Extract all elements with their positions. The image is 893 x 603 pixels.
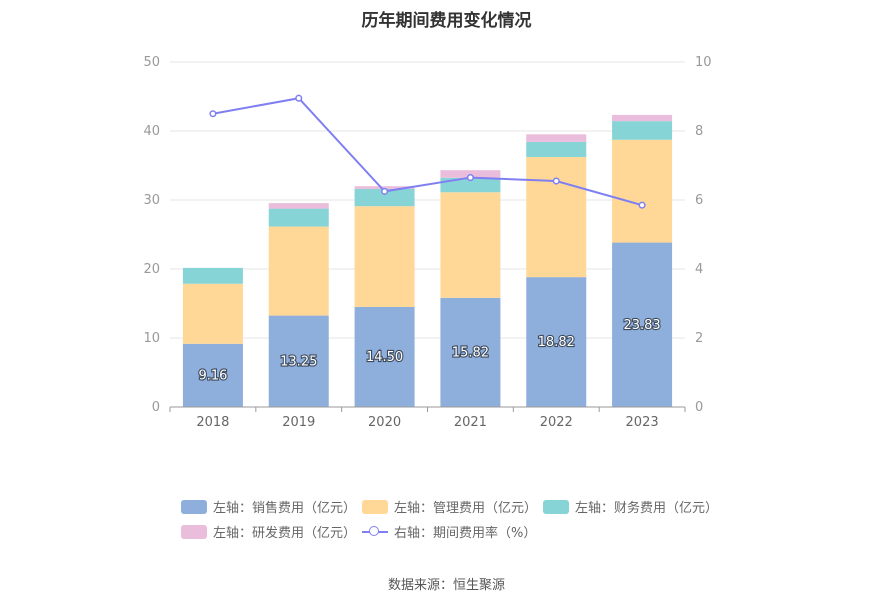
bar-sales xyxy=(182,343,243,407)
y-left-tick-label: 40 xyxy=(143,124,160,139)
y-left-tick-label: 20 xyxy=(143,262,160,277)
bar-finance xyxy=(268,208,329,227)
bar-rnd xyxy=(440,170,501,178)
rate-point xyxy=(552,177,560,185)
data-label: 13.25 xyxy=(280,354,317,369)
bar-admin xyxy=(268,226,329,316)
rate-line xyxy=(212,97,643,207)
bar-finance xyxy=(182,267,243,284)
bar-sales xyxy=(268,315,329,407)
bar-sales xyxy=(354,306,415,407)
bar-finance xyxy=(612,121,673,140)
y-left-tick-label: 0 xyxy=(152,400,160,415)
legend-swatch xyxy=(362,499,388,514)
rate-point xyxy=(295,94,303,102)
bar-rnd xyxy=(354,186,415,189)
legend-label: 左轴：销售费用（亿元） xyxy=(213,501,357,516)
rate-point xyxy=(381,187,389,195)
legend-label: 左轴：研发费用（亿元） xyxy=(213,526,357,541)
legend-label: 右轴：期间费用率（%） xyxy=(394,526,537,541)
y-left-tick-label: 30 xyxy=(143,193,160,208)
y-right-tick-label: 6 xyxy=(695,193,703,208)
y-left-tick-label: 50 xyxy=(143,55,160,70)
legend-swatch xyxy=(543,499,569,514)
legend-line-swatch xyxy=(362,525,388,539)
bar-rnd xyxy=(526,134,587,142)
bar-sales xyxy=(526,277,587,407)
y-right-tick-label: 2 xyxy=(695,331,703,346)
rate-point xyxy=(209,110,217,118)
x-tick-label: 2023 xyxy=(626,415,659,430)
rate-point xyxy=(466,174,474,182)
bar-admin xyxy=(182,283,243,344)
data-label: 9.16 xyxy=(198,368,227,383)
legend-item-sales[interactable]: 左轴：销售费用（亿元） xyxy=(181,497,356,516)
bar-sales xyxy=(440,297,501,407)
legend-swatch xyxy=(181,499,207,514)
bar-sales xyxy=(612,242,673,407)
legend-item-rate[interactable]: 右轴：期间费用率（%） xyxy=(362,522,536,541)
legend-swatch xyxy=(181,524,207,539)
rate-point xyxy=(638,201,646,209)
x-tick-label: 2020 xyxy=(368,415,401,430)
legend-dot xyxy=(369,525,379,536)
bar-admin xyxy=(354,206,415,307)
x-tick-label: 2019 xyxy=(282,415,315,430)
bar-finance xyxy=(526,141,587,158)
data-label: 23.83 xyxy=(623,318,660,333)
bar-admin xyxy=(526,157,587,278)
y-right-tick-label: 8 xyxy=(695,124,703,139)
x-tick-label: 2018 xyxy=(196,415,229,430)
legend-item-admin[interactable]: 左轴：管理费用（亿元） xyxy=(362,497,537,516)
bar-admin xyxy=(612,139,673,243)
bar-admin xyxy=(440,192,501,298)
y-right-tick-label: 10 xyxy=(695,55,712,70)
y-right-tick-label: 0 xyxy=(695,400,703,415)
x-tick-label: 2022 xyxy=(540,415,573,430)
x-tick-label: 2021 xyxy=(454,415,487,430)
y-right-tick-label: 4 xyxy=(695,262,703,277)
y-left-tick-label: 10 xyxy=(143,331,160,346)
bar-rnd xyxy=(268,203,329,209)
legend-item-rnd[interactable]: 左轴：研发费用（亿元） xyxy=(181,522,356,541)
bar-rnd xyxy=(612,114,673,122)
bar-finance xyxy=(354,188,415,207)
data-label: 18.82 xyxy=(538,335,575,350)
bar-finance xyxy=(440,177,501,193)
legend-label: 左轴：管理费用（亿元） xyxy=(394,501,538,516)
legend-label: 左轴：财务费用（亿元） xyxy=(575,501,719,516)
chart-title: 历年期间费用变化情况 xyxy=(361,11,532,31)
legend-item-finance[interactable]: 左轴：财务费用（亿元） xyxy=(543,497,718,516)
data-source-note: 数据来源：恒生聚源 xyxy=(387,578,505,593)
data-label: 15.82 xyxy=(452,345,489,360)
data-label: 14.50 xyxy=(366,350,403,365)
